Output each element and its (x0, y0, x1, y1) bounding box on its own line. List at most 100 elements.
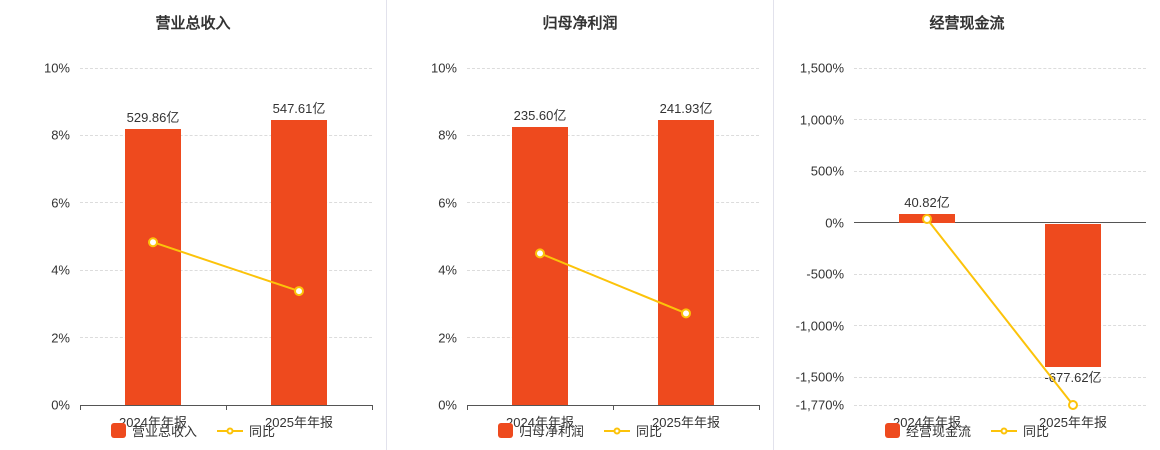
legend-item-yoy-series[interactable]: 同比 (991, 421, 1049, 440)
zero-axis-line (854, 222, 1146, 224)
bar-series-legend-icon (497, 423, 513, 438)
gridline (854, 376, 1146, 378)
x-axis-label: 2024年年报 (893, 415, 961, 430)
x-axis-tick (225, 405, 227, 410)
y-axis-tick-label: 6% (51, 195, 70, 211)
y-axis-tick-label: 0% (438, 397, 457, 413)
chart-panel-net-profit: 归母净利润 10% 8% 6% 4% 2% 0% 235.60亿 2024年年报 241.93亿… (386, 0, 773, 450)
chart-legend: 归母净利润 同比 (387, 421, 773, 440)
bar[interactable] (512, 126, 568, 405)
line-point-marker[interactable] (535, 248, 545, 259)
x-axis-label: 2024年年报 (119, 415, 187, 430)
legend-label: 同比 (249, 424, 276, 439)
gridline (80, 134, 372, 136)
x-axis-tick (371, 405, 373, 410)
line-point-marker[interactable] (681, 308, 691, 319)
bar[interactable] (271, 120, 327, 405)
y-axis-tick-label: 4% (438, 262, 457, 278)
gridline (854, 404, 1146, 406)
gridline (854, 273, 1146, 275)
x-axis-tick (758, 405, 760, 410)
bar-value-label: -677.62亿 (1044, 369, 1102, 385)
gridline (854, 119, 1146, 121)
gridline (854, 325, 1146, 327)
y-axis-tick-label: 0% (51, 397, 70, 413)
yoy-line (535, 248, 691, 319)
legend-label: 归母净利润 (518, 424, 584, 439)
y-axis-tick-label: 2% (438, 330, 457, 346)
y-axis-tick-label: 4% (51, 262, 70, 278)
bar[interactable] (1045, 223, 1101, 367)
chart-title: 经营现金流 (929, 15, 1005, 32)
yoy-line (148, 237, 304, 297)
legend-item-bar-series[interactable]: 归母净利润 (497, 421, 584, 440)
x-axis-label: 2024年年报 (506, 415, 574, 430)
bar-value-label: 241.93亿 (659, 101, 713, 117)
gridline (80, 67, 372, 69)
legend-item-bar-series[interactable]: 营业总收入 (110, 421, 197, 440)
legend-label: 同比 (1023, 424, 1050, 439)
gridline (467, 269, 759, 271)
chart-title: 归母净利润 (542, 15, 618, 32)
bar[interactable] (658, 120, 714, 405)
x-axis-tick (466, 405, 468, 410)
x-axis-label: 2025年年报 (265, 415, 333, 430)
legend-label: 经营现金流 (905, 424, 971, 439)
y-axis-tick-label: 8% (51, 127, 70, 143)
gridline (80, 202, 372, 204)
y-axis-tick-label: 1,500% (799, 60, 844, 76)
legend-item-yoy-series[interactable]: 同比 (604, 421, 662, 440)
gridline (467, 202, 759, 204)
chart-panel-cash-flow: 经营现金流 1,500% 1,000% 500% 0% -500% -1,000% -1,5… (773, 0, 1160, 450)
chart-legend: 营业总收入 同比 (0, 421, 386, 440)
yoy-line-legend-icon (217, 425, 243, 436)
legend-item-bar-series[interactable]: 经营现金流 (884, 421, 971, 440)
gridline (467, 67, 759, 69)
bar-value-label: 40.82亿 (904, 194, 950, 210)
bar-series-legend-icon (110, 423, 126, 438)
chart-panel-revenue: 营业总收入 10% 8% 6% 4% 2% 0% 529.86亿 2024年年报 547.61亿… (0, 0, 386, 450)
bar[interactable] (125, 128, 181, 405)
gridline (80, 269, 372, 271)
plot-area: 10% 8% 6% 4% 2% 0% 235.60亿 2024年年报 241.93亿 2025年年… (431, 61, 760, 430)
line-point-marker[interactable] (148, 237, 158, 248)
gridline (80, 337, 372, 339)
plot-area: 10% 8% 6% 4% 2% 0% 529.86亿 2024年年报 547.61亿 2025年年… (44, 61, 373, 430)
y-axis-tick-label: -1,770% (795, 397, 844, 413)
chart-legend: 经营现金流 同比 (774, 421, 1160, 440)
gridline (467, 337, 759, 339)
x-axis-tick (79, 405, 81, 410)
y-axis-tick-label: 6% (438, 195, 457, 211)
y-axis-tick-label: -1,500% (795, 369, 844, 385)
y-axis-tick-label: 0% (825, 215, 844, 231)
gridline (467, 134, 759, 136)
line-point-marker[interactable] (294, 286, 304, 297)
y-axis-tick-label: 500% (810, 163, 844, 179)
line-point-marker[interactable] (922, 213, 932, 224)
y-axis-tick-label: 8% (438, 127, 457, 143)
yoy-line-legend-icon (991, 425, 1017, 436)
y-axis-tick-label: 10% (430, 60, 457, 76)
y-axis-tick-label: -500% (806, 266, 844, 282)
gridline (854, 67, 1146, 69)
bar-value-label: 235.60亿 (513, 107, 567, 123)
bar-series-legend-icon (884, 423, 900, 438)
legend-label: 同比 (636, 424, 663, 439)
y-axis-tick-label: 10% (43, 60, 70, 76)
yoy-line (922, 213, 1078, 410)
x-axis-tick (612, 405, 614, 410)
y-axis-tick-label: 2% (51, 330, 70, 346)
bar-value-label: 547.61亿 (272, 101, 326, 117)
chart-title: 营业总收入 (155, 15, 231, 32)
yoy-line-legend-icon (604, 425, 630, 436)
y-axis-tick-label: 1,000% (799, 112, 844, 128)
gridline (854, 170, 1146, 172)
line-point-marker[interactable] (1068, 400, 1078, 410)
x-axis-label: 2025年年报 (652, 415, 720, 430)
bar-value-label: 529.86亿 (126, 109, 180, 125)
y-axis-tick-label: -1,000% (795, 318, 844, 334)
legend-item-yoy-series[interactable]: 同比 (217, 421, 275, 440)
x-axis-label: 2025年年报 (1039, 415, 1107, 430)
legend-label: 营业总收入 (131, 424, 197, 439)
